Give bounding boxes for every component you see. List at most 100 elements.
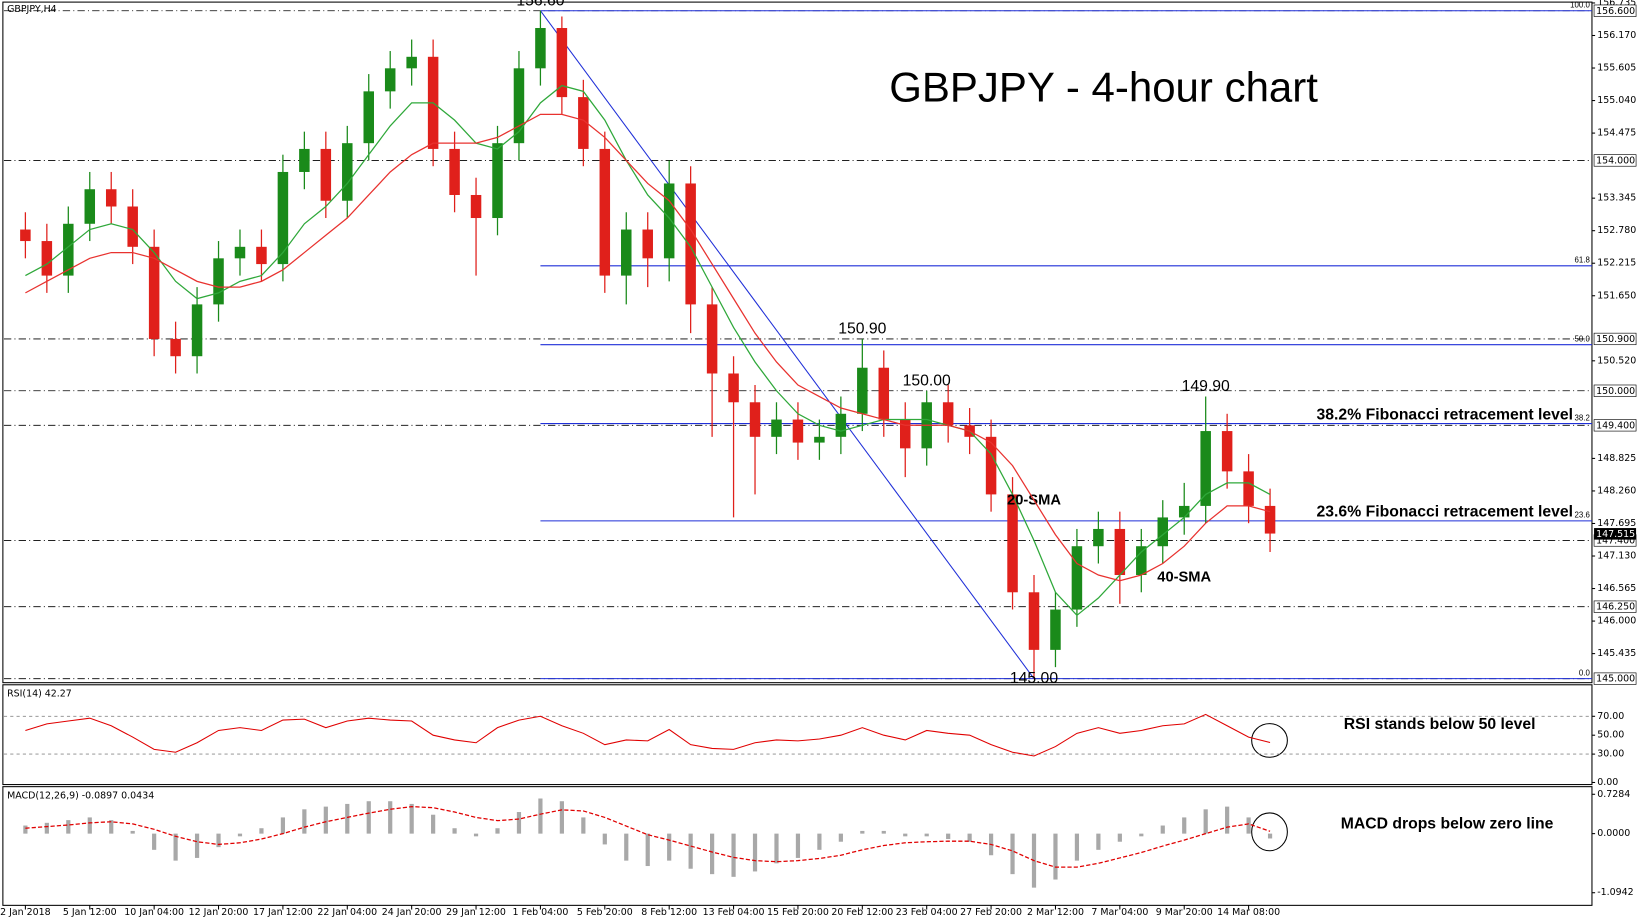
x-tick-label: 8 Feb 12:00 [641, 907, 697, 918]
candle-body [320, 148, 332, 201]
candle-body [1264, 505, 1276, 534]
y-tick-label: 0.0000 [1597, 828, 1630, 839]
macd-bar [87, 817, 92, 834]
macd-bar [216, 833, 221, 848]
macd-bar [323, 806, 328, 834]
candle-body [1114, 528, 1126, 576]
candle-body [792, 419, 804, 443]
y-tick-label: 70.00 [1597, 711, 1624, 722]
candle-body [1178, 505, 1190, 518]
y-tick-label: 153.345 [1597, 193, 1636, 204]
signal-line [25, 805, 1271, 868]
x-tick-label: 20 Feb 12:00 [831, 907, 893, 918]
candle-body [406, 56, 417, 69]
y-tick-label: 148.260 [1597, 485, 1636, 496]
macd-bar [1117, 833, 1122, 842]
macd-bar [967, 833, 972, 842]
candle-body [599, 148, 611, 276]
macd-bar [1246, 817, 1251, 834]
y-tick-label: 147.130 [1597, 551, 1636, 562]
macd-bar [44, 822, 49, 834]
macd-bar [237, 833, 243, 837]
fib-label: 50.0 [1575, 335, 1591, 344]
macd-bar [624, 833, 629, 861]
level-label: 156.600 [1596, 6, 1635, 17]
macd-bar [409, 803, 414, 834]
level-box [1593, 600, 1637, 613]
candle-body [1200, 431, 1211, 506]
candle-body [771, 419, 782, 437]
candle-body [663, 183, 675, 259]
x-tick-label: 10 Jan 04:00 [124, 907, 184, 918]
candle-body [642, 229, 653, 259]
macd-bar [946, 833, 951, 840]
x-tick-label: 7 Mar 04:00 [1091, 907, 1148, 918]
candle-body [556, 28, 568, 98]
macd-bar [860, 830, 865, 834]
level-label: 146.250 [1596, 602, 1635, 613]
macd-bar [838, 833, 843, 842]
x-tick-label: 14 Mar 08:00 [1217, 907, 1280, 918]
price-annotation: 156.60 [516, 0, 564, 9]
rsi-note: RSI stands below 50 level [1344, 716, 1536, 733]
macd-bar [23, 825, 28, 834]
chart-title: GBPJPY - 4-hour chart [889, 63, 1318, 110]
macd-bar [280, 817, 286, 834]
macd-bar [710, 833, 715, 875]
candle-body [449, 148, 460, 195]
macd-bar [259, 828, 264, 834]
y-tick-label: 154.475 [1597, 128, 1636, 139]
sma-line [25, 113, 1271, 582]
candle-body [1071, 546, 1083, 610]
macd-bar [302, 809, 307, 834]
candle-body [1157, 517, 1169, 547]
macd-bar [452, 828, 457, 834]
macd-bar [1182, 817, 1187, 834]
price-panel [2, 1, 1593, 684]
candle-body [749, 402, 761, 437]
candle-body [170, 338, 181, 357]
trendline [540, 10, 1035, 679]
macd-bar [645, 833, 650, 867]
level-label: 149.400 [1596, 420, 1635, 431]
macd-bar [366, 801, 371, 834]
macd-bar [109, 820, 114, 834]
x-tick-label: 5 Jan 12:00 [63, 907, 117, 918]
current-price: 147.515 [1596, 529, 1635, 540]
fib-label: 100.0 [1570, 1, 1590, 10]
candle-body [148, 246, 160, 339]
macd-bar [1225, 806, 1230, 834]
y-tick-label: 145.435 [1597, 648, 1636, 659]
macd-bar [924, 833, 929, 837]
highlight-circle [1251, 723, 1288, 758]
macd-bar [1160, 825, 1165, 834]
sma-line [25, 84, 1271, 617]
fib-label: 23.6 [1575, 511, 1591, 520]
candle-body [299, 148, 310, 172]
x-tick-label: 27 Feb 20:00 [960, 907, 1022, 918]
candle-body [20, 229, 31, 242]
x-tick-label: 23 Feb 04:00 [896, 907, 958, 918]
y-tick-label: 156.170 [1597, 30, 1636, 41]
candle-body [621, 229, 632, 276]
candle-body [857, 367, 868, 414]
candle-body [363, 91, 374, 144]
fib-text: 23.6% Fibonacci retracement level [1317, 504, 1573, 521]
fib-text: 38.2% Fibonacci retracement level [1317, 406, 1573, 423]
x-tick-label: 17 Jan 12:00 [253, 907, 313, 918]
candle-body [1243, 471, 1254, 506]
y-tick-label: 147.695 [1597, 518, 1636, 529]
price-annotation: 150.00 [903, 372, 951, 389]
candle-body [535, 28, 546, 69]
macd-bar [731, 833, 736, 877]
level-label: 145.000 [1596, 674, 1635, 685]
macd-bar [1074, 833, 1080, 861]
candle-body [213, 258, 224, 305]
level-label: 150.900 [1596, 334, 1635, 345]
level-box [1593, 419, 1637, 432]
candle-body [814, 436, 825, 443]
macd-bar [903, 833, 908, 837]
macd-bar [1139, 833, 1144, 837]
y-tick-label: 0.7284 [1597, 789, 1630, 800]
